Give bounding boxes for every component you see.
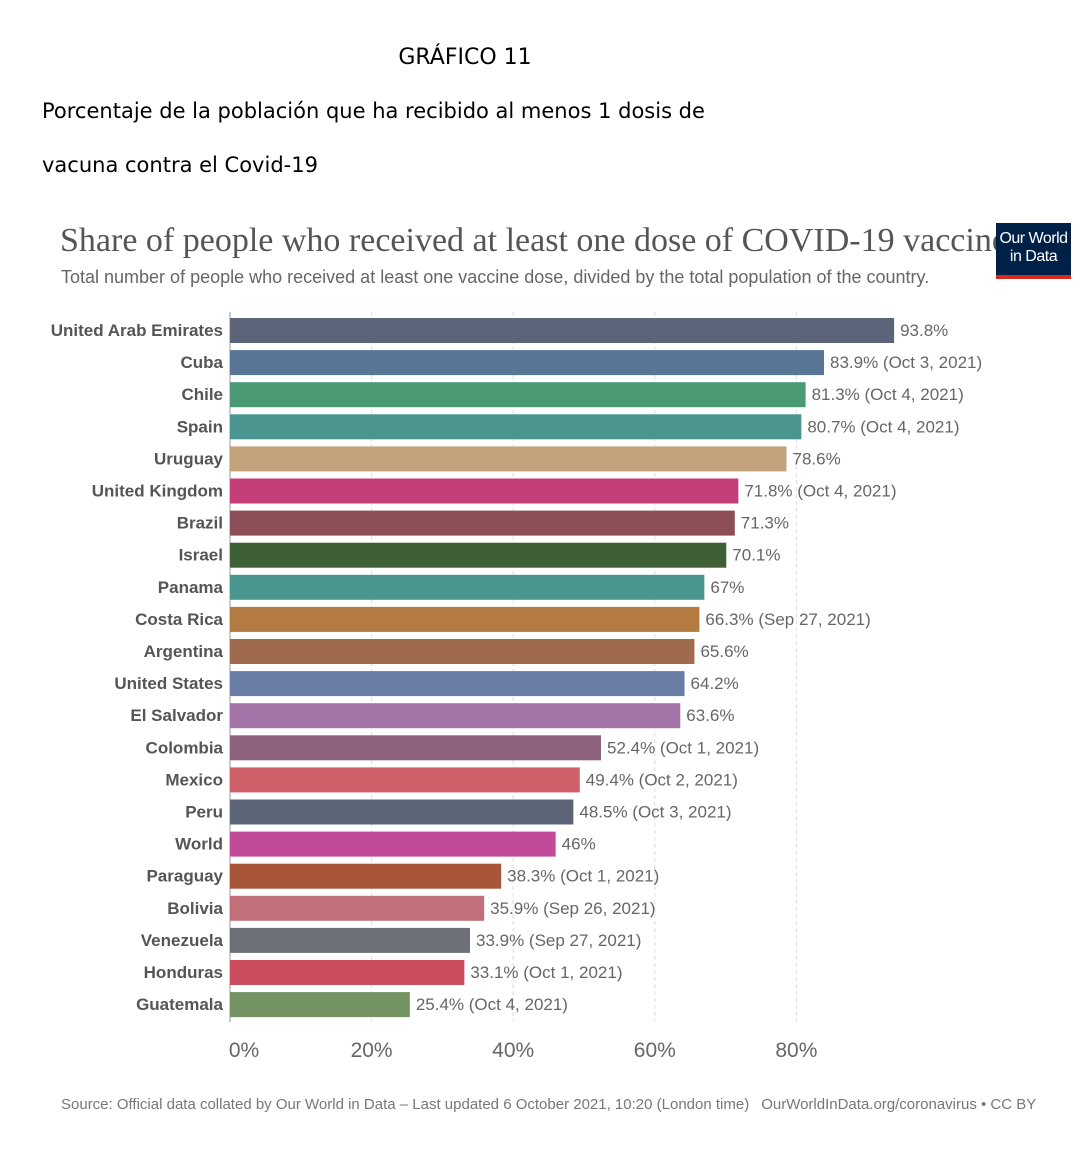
bar[interactable] — [230, 831, 556, 857]
bar[interactable] — [230, 992, 410, 1018]
bar[interactable] — [230, 542, 727, 568]
value-label: 48.5% (Oct 3, 2021) — [579, 803, 731, 822]
bar[interactable] — [230, 671, 685, 697]
category-label: Panama — [158, 578, 224, 597]
bar[interactable] — [230, 318, 895, 343]
value-label: 71.8% (Oct 4, 2021) — [744, 482, 896, 501]
category-label: Bolivia — [167, 899, 223, 918]
category-label: United Kingdom — [92, 482, 223, 501]
bar[interactable] — [230, 960, 465, 985]
category-label: United States — [114, 674, 223, 693]
logo-line2: in Data — [1009, 248, 1058, 265]
category-label: Israel — [179, 546, 223, 565]
value-label: 66.3% (Sep 27, 2021) — [705, 610, 870, 629]
bar[interactable] — [230, 863, 502, 889]
value-label: 25.4% (Oct 4, 2021) — [416, 995, 568, 1014]
bar[interactable] — [230, 895, 485, 921]
owid-logo[interactable]: Our World in Data — [996, 223, 1071, 279]
bar[interactable] — [230, 574, 705, 600]
value-label: 52.4% (Oct 1, 2021) — [607, 738, 759, 757]
source-note: Source: Official data collated by Our Wo… — [61, 1096, 750, 1113]
category-label: Uruguay — [154, 449, 224, 468]
value-label: 33.1% (Oct 1, 2021) — [470, 963, 622, 982]
category-labels: United Arab Emirates Cuba Chile Spain Urugua… — [51, 321, 224, 1014]
x-axis-ticks: 0% 20% 40% 60% 80% — [229, 1039, 818, 1062]
category-label: Mexico — [165, 770, 223, 789]
chart-subtitle: Total number of people who received at l… — [61, 267, 930, 287]
bar[interactable] — [230, 350, 825, 376]
bar[interactable] — [230, 414, 802, 440]
bar[interactable] — [230, 510, 735, 536]
bar[interactable] — [230, 799, 574, 825]
x-tick-label: 60% — [634, 1039, 676, 1062]
bar[interactable] — [230, 606, 700, 632]
value-labels: 93.8% 83.9% (Oct 3, 2021) 81.3% (Oct 4, 20… — [416, 321, 982, 1014]
category-label: Venezuela — [141, 931, 224, 950]
category-label: Honduras — [144, 963, 223, 982]
x-tick-label: 20% — [351, 1039, 393, 1062]
value-label: 70.1% — [732, 546, 780, 565]
value-label: 83.9% (Oct 3, 2021) — [830, 353, 982, 372]
category-label: Paraguay — [146, 867, 223, 886]
chart-title: Share of people who received at least on… — [60, 222, 1007, 259]
bar[interactable] — [230, 767, 580, 793]
category-label: Brazil — [177, 514, 223, 533]
category-label: El Salvador — [130, 706, 223, 725]
value-label: 65.6% — [700, 642, 748, 661]
value-label: 93.8% — [900, 321, 948, 340]
bars — [230, 318, 895, 1018]
value-label: 49.4% (Oct 2, 2021) — [586, 770, 738, 789]
logo-line1: Our World — [999, 230, 1068, 247]
value-label: 78.6% — [792, 449, 840, 468]
source-link[interactable]: OurWorldInData.org/coronavirus • CC BY — [761, 1096, 1037, 1113]
category-label: Argentina — [144, 642, 224, 661]
category-label: Cuba — [181, 353, 224, 372]
document-caption: GRÁFICO 11 — [398, 45, 532, 70]
category-label: Guatemala — [136, 995, 223, 1014]
value-label: 67% — [710, 578, 744, 597]
category-label: Chile — [181, 385, 223, 404]
bar[interactable] — [230, 735, 601, 761]
value-label: 80.7% (Oct 4, 2021) — [807, 417, 959, 436]
document-heading-line1: Porcentaje de la población que ha recibi… — [42, 99, 705, 123]
document-heading-line2: vacuna contra el Covid-19 — [42, 153, 318, 177]
value-label: 35.9% (Sep 26, 2021) — [490, 899, 655, 918]
category-label: World — [175, 835, 223, 854]
x-tick-label: 40% — [492, 1039, 534, 1062]
x-tick-label: 80% — [775, 1039, 817, 1062]
bar[interactable] — [230, 927, 471, 953]
bar[interactable] — [230, 446, 787, 472]
value-label: 64.2% — [691, 674, 739, 693]
value-label: 81.3% (Oct 4, 2021) — [812, 385, 964, 404]
category-label: Costa Rica — [135, 610, 223, 629]
bar[interactable] — [230, 382, 806, 408]
value-label: 33.9% (Sep 27, 2021) — [476, 931, 641, 950]
bar[interactable] — [230, 639, 695, 664]
chart-footer: Source: Official data collated by Our Wo… — [61, 1096, 1036, 1113]
value-label: 63.6% — [686, 706, 734, 725]
category-label: Peru — [185, 803, 223, 822]
value-label: 38.3% (Oct 1, 2021) — [507, 867, 659, 886]
bar[interactable] — [230, 478, 739, 504]
category-label: United Arab Emirates — [51, 321, 223, 340]
x-tick-label: 0% — [229, 1039, 259, 1062]
bar[interactable] — [230, 703, 681, 729]
category-label: Spain — [177, 417, 223, 436]
category-label: Colombia — [146, 738, 224, 757]
value-label: 71.3% — [741, 514, 789, 533]
value-label: 46% — [562, 835, 596, 854]
